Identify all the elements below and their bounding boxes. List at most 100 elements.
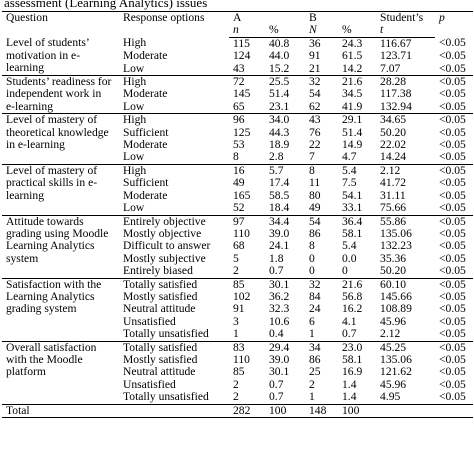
table-row: Moderate 53 18.9 22 14.9 22.02 <0.05 bbox=[2, 139, 473, 151]
table-row: Neutral attitude 91 32.3 24 16.2 108.89 <0.05 bbox=[2, 303, 473, 315]
response-option-cell: Low bbox=[123, 62, 145, 75]
question-cell: Students’ readiness for independent work… bbox=[2, 75, 119, 114]
cell-students-t: 31.11 bbox=[380, 189, 406, 202]
cell-pct-b: 16.2 bbox=[342, 303, 363, 316]
response-option-cell: Moderate bbox=[123, 50, 168, 63]
table-row: Moderate 145 51.4 54 34.5 117.38 <0.05 bbox=[2, 88, 473, 100]
cell-students-t: 34.65 bbox=[376, 113, 436, 127]
cell-p: <0.05 bbox=[439, 202, 466, 215]
response-option-cell: High bbox=[119, 75, 229, 89]
cell-N: 91 bbox=[309, 50, 321, 63]
cell-p: <0.05 bbox=[439, 353, 466, 366]
cell-p: <0.05 bbox=[435, 163, 474, 178]
cell-p: <0.05 bbox=[435, 214, 474, 228]
cell-pct-b: 61.5 bbox=[342, 50, 363, 63]
response-option-cell: Entirely objective bbox=[119, 214, 229, 228]
cell-pct-a: 0.7 bbox=[269, 391, 284, 404]
cell-students-t: 55.86 bbox=[376, 214, 436, 228]
cell-n: 8 bbox=[233, 151, 239, 164]
cell-pct-b: 21.6 bbox=[338, 75, 377, 89]
question-cell: Attitude towards grading using Moodle Le… bbox=[2, 214, 119, 279]
cell-pct-b: 23.0 bbox=[338, 340, 377, 354]
table-row: Overall satisfaction with the Moodle pla… bbox=[2, 340, 474, 405]
cell-pct-a: 18.4 bbox=[269, 202, 290, 215]
response-option-cell: Entirely biased bbox=[123, 265, 193, 278]
cell-pct-b: 5.4 bbox=[338, 163, 377, 178]
cell-pct-b: 29.1 bbox=[338, 113, 377, 127]
cell-n: 96 bbox=[229, 113, 265, 127]
table-row: Level of students’ motivation in e-learn… bbox=[2, 37, 473, 74]
cell-pct-b: 4.1 bbox=[342, 315, 357, 328]
cell-n: 68 bbox=[233, 240, 245, 253]
cell-n: 124 bbox=[233, 50, 251, 63]
table-row: Level of mastery of theoretical knowledg… bbox=[2, 113, 474, 165]
question-cell: Level of mastery of practical skills in … bbox=[2, 163, 119, 215]
table-row: Low 8 2.8 7 4.7 14.24 <0.05 bbox=[2, 151, 473, 164]
cell-pct-a: 44.3 bbox=[269, 126, 290, 139]
cell-pct-b: 56.8 bbox=[342, 290, 363, 303]
cell-students-t: 50.20 bbox=[380, 265, 407, 278]
header-question: Question bbox=[2, 11, 119, 38]
cell-N: 54 bbox=[305, 214, 338, 228]
cell-pct-a: 39.0 bbox=[269, 227, 290, 240]
response-option-cell: Moderate bbox=[123, 139, 168, 152]
cell-p: <0.05 bbox=[439, 290, 466, 303]
response-option-cell: Unsatisfied bbox=[123, 315, 176, 328]
cell-students-t: 121.62 bbox=[380, 366, 412, 379]
cell-pct-a: 32.3 bbox=[269, 303, 290, 316]
table-caption: assessment (Learning Analytics) issues bbox=[4, 0, 208, 10]
cell-p: <0.05 bbox=[439, 265, 466, 278]
cell-pct-a: 25.5 bbox=[265, 75, 305, 89]
cell-n: 2 bbox=[233, 378, 239, 391]
cell-students-t: 2.12 bbox=[380, 328, 401, 341]
cell-p: <0.05 bbox=[439, 37, 466, 50]
cell-pct-a: 18.9 bbox=[269, 139, 290, 152]
cell-pct-b: 58.1 bbox=[342, 227, 363, 240]
response-option-cell: Sufficient bbox=[123, 126, 169, 139]
response-option-cell: High bbox=[123, 37, 147, 50]
cell-pct-a: 40.8 bbox=[269, 37, 290, 50]
cell-pct-a: 30.1 bbox=[269, 366, 290, 379]
cell-N: 76 bbox=[309, 126, 321, 139]
question-cell: Level of mastery of theoretical knowledg… bbox=[2, 113, 119, 165]
cell-n: 85 bbox=[229, 277, 265, 291]
cell-p: <0.05 bbox=[439, 240, 466, 253]
cell-n: 102 bbox=[233, 290, 251, 303]
cell-n: 72 bbox=[229, 75, 265, 89]
cell-students-t: 2.12 bbox=[376, 163, 436, 178]
cell-p: <0.05 bbox=[435, 277, 474, 291]
cell-p: <0.05 bbox=[439, 88, 466, 101]
cell-pct-b: 34.5 bbox=[342, 88, 363, 101]
header-row-2: n % N % t bbox=[2, 24, 473, 38]
cell-students-t: 75.66 bbox=[380, 202, 407, 215]
cell-p: <0.05 bbox=[435, 113, 474, 127]
cell-pct-b: 0.0 bbox=[342, 252, 357, 265]
cell-pct-a: 0.7 bbox=[269, 265, 284, 278]
cell-pct-a: 51.4 bbox=[269, 88, 290, 101]
total-pct-b: 100 bbox=[338, 403, 377, 419]
cell-students-t: 108.89 bbox=[380, 303, 412, 316]
response-option-cell: High bbox=[119, 163, 229, 178]
cell-N: 80 bbox=[309, 189, 321, 202]
cell-pct-a: 29.4 bbox=[265, 340, 305, 354]
cell-N: 34 bbox=[305, 340, 338, 354]
cell-students-t: 7.07 bbox=[380, 62, 401, 75]
cell-p: <0.05 bbox=[439, 303, 466, 316]
cell-students-t: 45.25 bbox=[376, 340, 436, 354]
cell-students-t: 50.20 bbox=[380, 126, 407, 139]
cell-p: <0.05 bbox=[439, 139, 466, 152]
cell-N: 21 bbox=[309, 62, 321, 75]
cell-N: 1 bbox=[309, 328, 315, 341]
cell-pct-b: 0.7 bbox=[342, 328, 357, 341]
cell-p: <0.05 bbox=[435, 75, 474, 89]
cell-pct-b: 54.1 bbox=[342, 189, 363, 202]
cell-N: 86 bbox=[309, 353, 321, 366]
cell-pct-a: 5.7 bbox=[265, 163, 305, 178]
cell-N: 11 bbox=[309, 177, 321, 190]
cell-n: 52 bbox=[233, 202, 245, 215]
cell-n: 2 bbox=[233, 391, 239, 404]
total-row: Total 282 100 148 100 bbox=[2, 403, 474, 419]
response-option-cell: Moderate bbox=[123, 189, 168, 202]
header-group-b: B bbox=[305, 11, 377, 25]
cell-students-t: 22.02 bbox=[380, 139, 407, 152]
